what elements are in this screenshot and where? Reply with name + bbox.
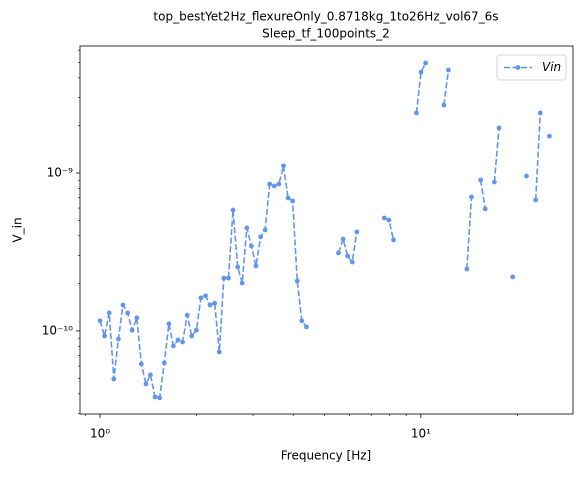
line <box>493 127 500 183</box>
point <box>143 381 149 387</box>
point <box>203 293 208 299</box>
point <box>239 280 245 286</box>
point <box>102 333 107 339</box>
point <box>235 264 241 270</box>
line <box>443 69 450 106</box>
point <box>212 300 218 306</box>
point <box>129 327 135 333</box>
y-tick-label: 10⁻⁹ <box>47 166 74 180</box>
point <box>138 361 144 367</box>
line <box>415 62 427 114</box>
point <box>120 302 126 308</box>
point <box>271 183 277 189</box>
point <box>116 336 121 342</box>
point <box>106 310 112 316</box>
point <box>258 234 264 240</box>
point <box>304 324 309 330</box>
point <box>253 263 259 269</box>
line <box>466 196 473 269</box>
point <box>294 278 300 284</box>
point <box>175 337 181 343</box>
point <box>166 321 172 327</box>
plot-frame <box>79 45 574 415</box>
legend-marker <box>515 65 521 70</box>
point <box>340 236 346 242</box>
point <box>469 194 474 200</box>
point <box>97 318 103 324</box>
point <box>207 302 213 308</box>
point <box>226 275 231 281</box>
point <box>464 266 470 272</box>
point <box>148 372 153 378</box>
point <box>171 343 176 349</box>
point <box>189 333 195 339</box>
point <box>184 312 190 318</box>
line <box>479 179 487 210</box>
point <box>482 206 488 212</box>
point <box>547 133 552 139</box>
point <box>381 215 387 221</box>
point <box>111 376 117 382</box>
point <box>299 318 305 324</box>
point <box>441 102 447 108</box>
point <box>281 163 286 169</box>
chart-subtitle: Sleep_tf_100points_2 <box>262 27 390 41</box>
point <box>193 327 199 333</box>
point <box>349 259 355 265</box>
legend-label: Vin <box>542 60 561 74</box>
y-tick-label: 10⁻¹⁰ <box>42 323 73 337</box>
point <box>345 253 351 259</box>
y-axis-label: V_in <box>11 217 25 242</box>
point <box>134 315 140 321</box>
point <box>198 295 204 301</box>
point <box>285 195 291 201</box>
point <box>491 179 497 185</box>
x-axis-label: Frequency [Hz] <box>281 449 372 463</box>
point <box>524 173 529 179</box>
point <box>354 229 360 235</box>
point <box>290 198 296 204</box>
x-tick-label: 10¹ <box>411 427 431 441</box>
point <box>446 67 451 73</box>
point <box>180 339 186 345</box>
point <box>533 197 539 203</box>
point <box>221 275 227 281</box>
line <box>99 165 308 399</box>
point <box>423 60 429 66</box>
point <box>496 125 502 131</box>
point <box>244 225 250 231</box>
chart-title: top_bestYet2Hz_flexureOnly_0.8718kg_1to2… <box>153 10 498 24</box>
point <box>262 227 268 233</box>
point <box>248 243 254 249</box>
point <box>230 207 236 213</box>
point <box>216 349 222 355</box>
point <box>336 250 341 256</box>
point <box>267 181 273 187</box>
point <box>152 394 158 400</box>
point <box>276 181 282 187</box>
point <box>161 360 167 366</box>
point <box>414 110 419 116</box>
point <box>386 217 392 223</box>
point <box>157 395 163 401</box>
point <box>391 237 396 243</box>
point <box>478 177 484 183</box>
x-tick-label: 10⁰ <box>90 427 110 441</box>
line <box>337 231 358 265</box>
point <box>510 274 516 280</box>
point <box>125 310 131 316</box>
point <box>418 69 424 75</box>
point <box>537 110 543 116</box>
line <box>534 112 542 201</box>
